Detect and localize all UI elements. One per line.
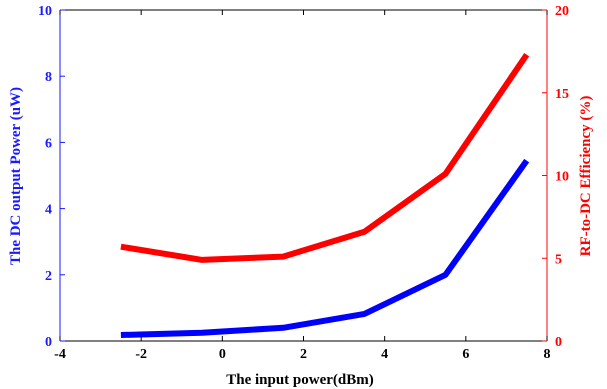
y-left-tick-label: 10 [38, 4, 52, 19]
x-tick-label: 0 [219, 347, 226, 362]
y-right-tick-label: 0 [555, 335, 562, 350]
y-axis-left-title: The DC output Power (uW) [8, 87, 24, 265]
y-left-tick-label: 8 [45, 70, 52, 85]
y-axis-right-title: RF-to-DC Efficiency (%) [578, 96, 594, 257]
y-left-tick-label: 2 [45, 269, 52, 284]
x-tick-label: 2 [300, 347, 307, 362]
x-tick-label: 4 [381, 347, 388, 362]
y-left-tick-label: 6 [45, 136, 52, 151]
y-left-tick-label: 0 [45, 335, 52, 350]
x-tick-label: 6 [462, 347, 469, 362]
x-tick-label: 8 [544, 347, 551, 362]
y-right-tick-label: 15 [555, 87, 569, 102]
y-right-tick-label: 10 [555, 170, 569, 185]
x-axis-title: The input power(dBm) [226, 372, 374, 388]
series-line-rf-to-dc-efficiency [120, 53, 530, 263]
x-tick-label: -4 [54, 347, 66, 362]
series-line-dc-output-power [120, 158, 530, 338]
y-right-tick-label: 20 [555, 4, 569, 19]
x-tick-label: -2 [135, 347, 147, 362]
y-left-tick-label: 4 [45, 203, 52, 218]
chart-plot-area [120, 53, 530, 338]
y-right-tick-label: 5 [555, 252, 562, 267]
